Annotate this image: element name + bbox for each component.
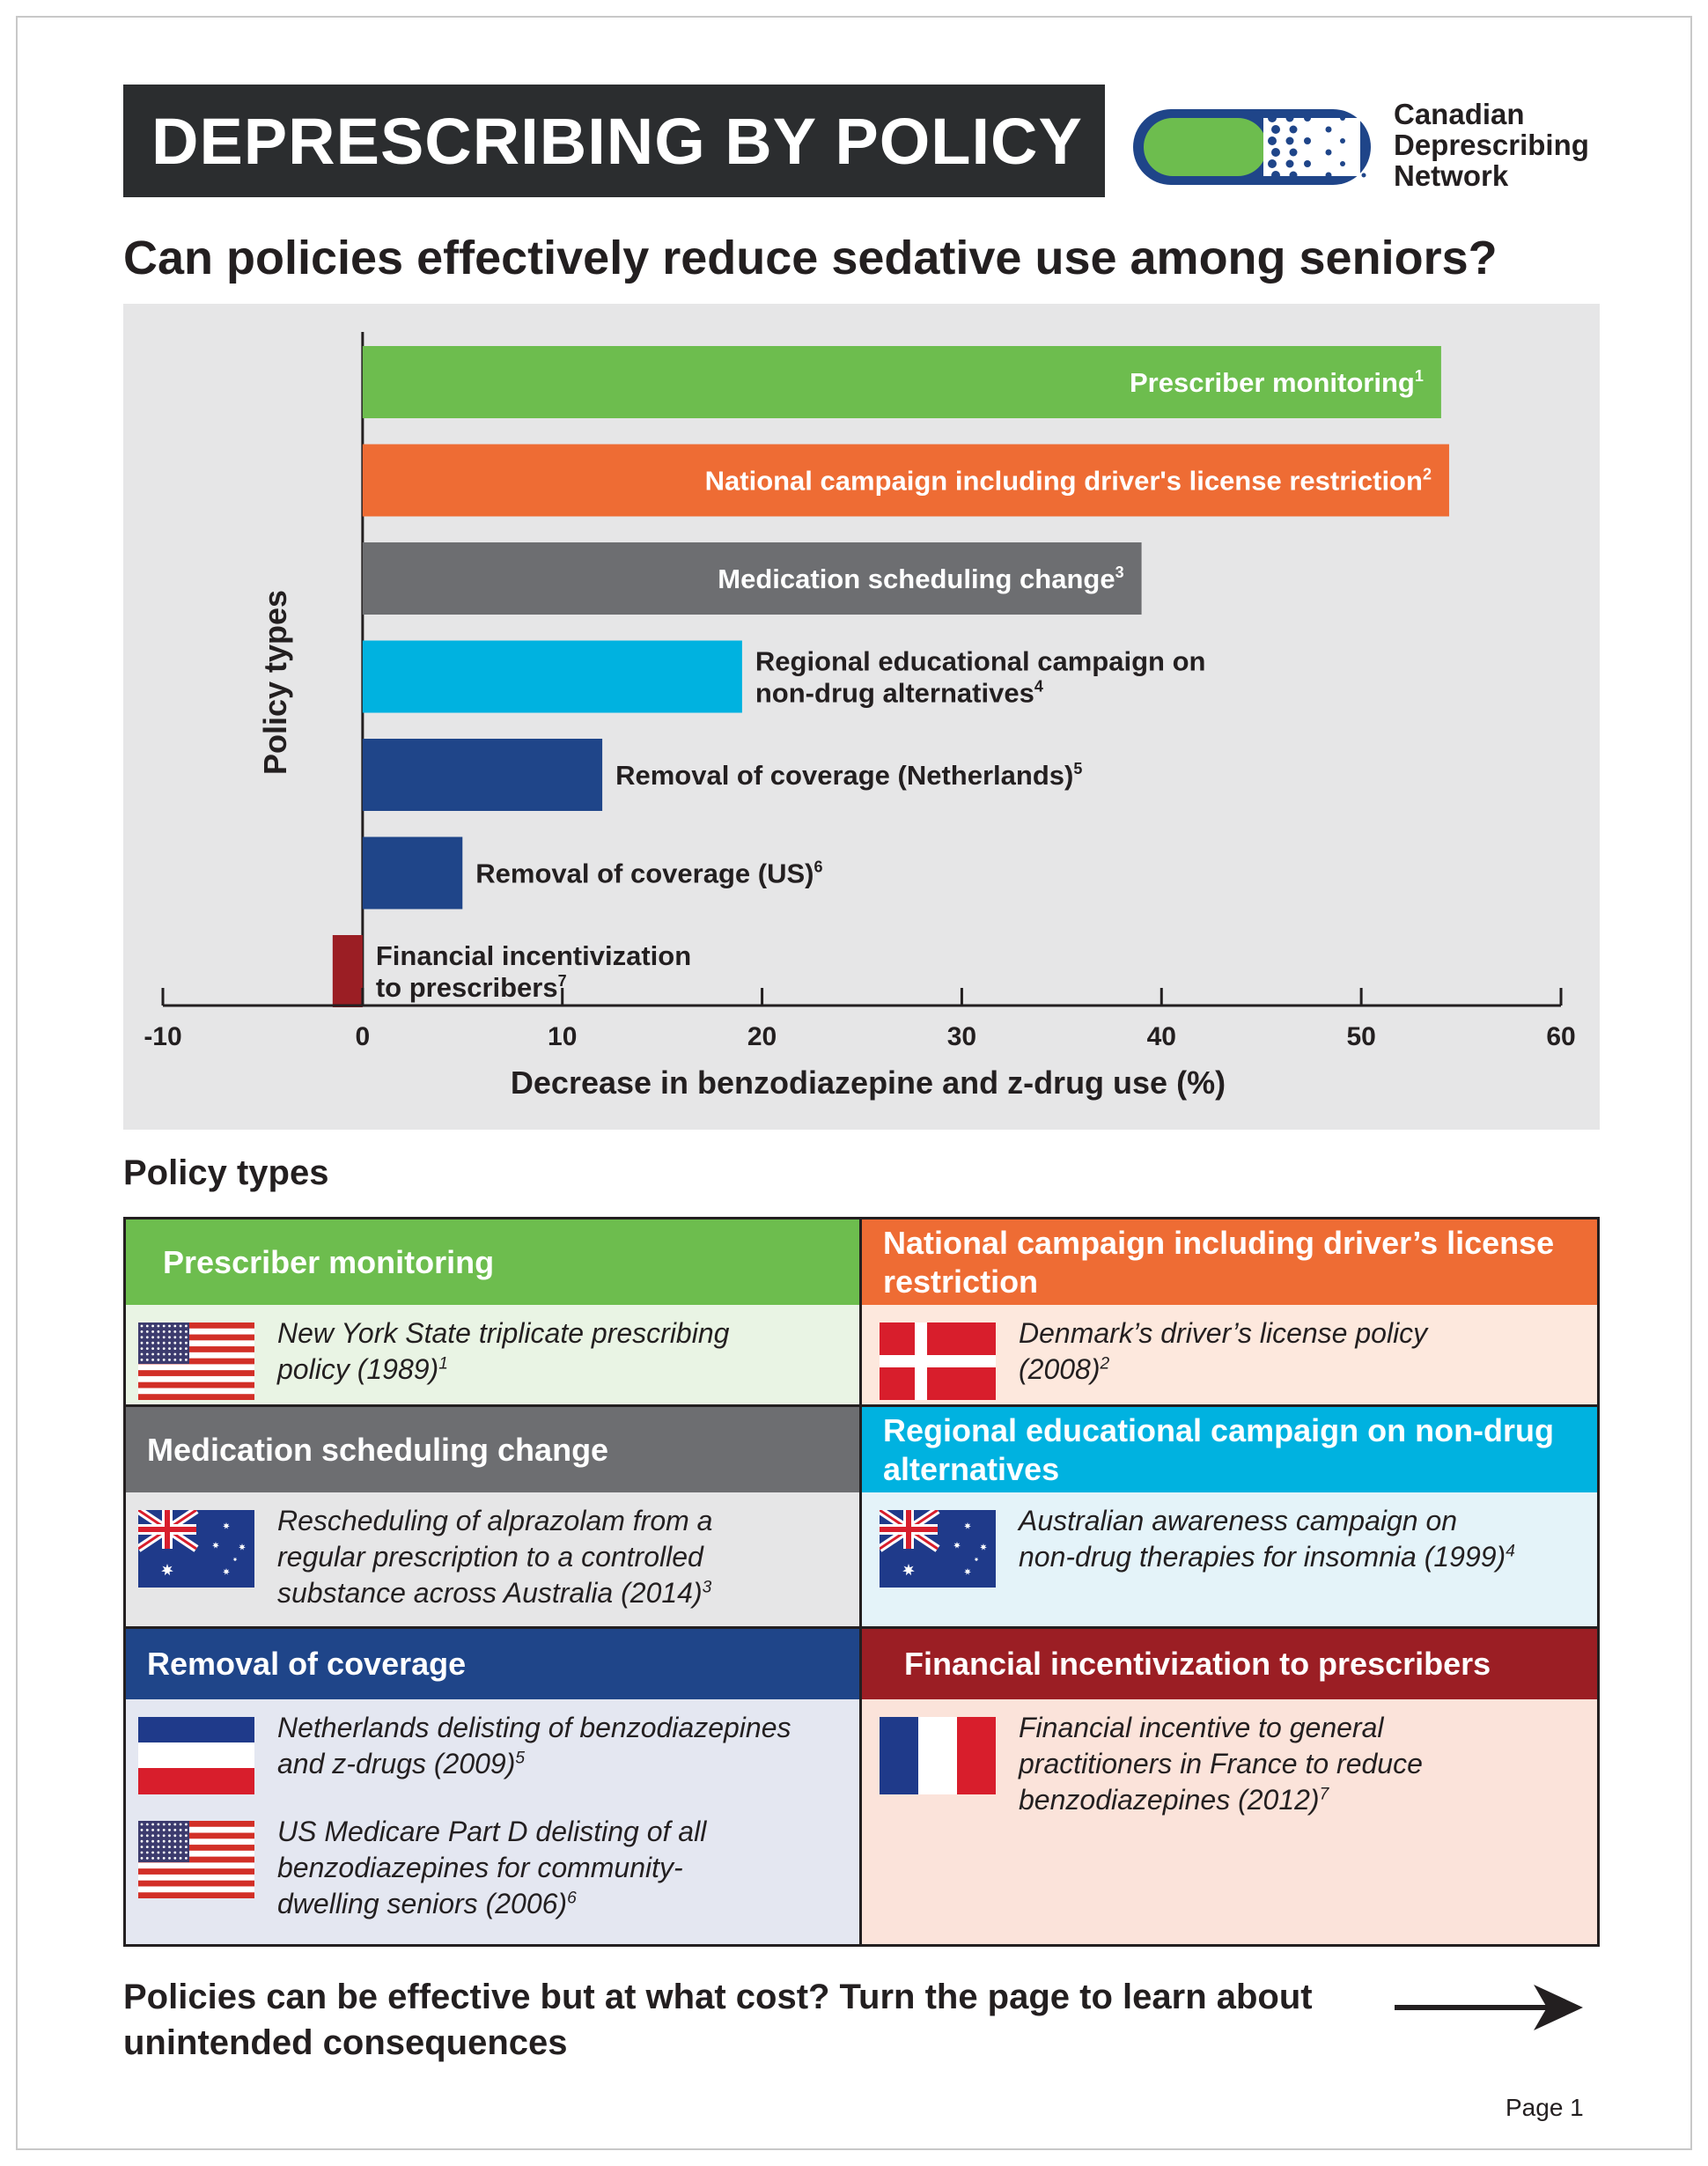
us-flag-icon [138,1322,254,1404]
page-title: DEPRESCRIBING BY POLICY [151,105,1083,178]
policy-example-line: Netherlands delisting of benzodiazepines [277,1712,791,1743]
x-tick-label: 60 [1546,1022,1575,1051]
x-tick-label: -10 [144,1022,181,1051]
policy-example-line: Rescheduling of alprazolam from a [277,1505,713,1536]
policy-cell-5: Removal of coverage Netherlands delisting… [126,1629,862,1944]
bar-label-4: non-drug alternatives4 [755,678,1043,709]
x-tick-label: 50 [1346,1022,1375,1051]
australia-flag-icon [877,1507,996,1592]
reference-number: 3 [702,1578,712,1597]
policy-cell-6: Financial incentivization to prescribers… [862,1629,1597,1944]
bar-4 [362,640,742,713]
policy-cell-title: Regional educational campaign on non-dru… [862,1407,1597,1492]
bar-6 [362,836,463,910]
us-flag-icon [138,1821,254,1903]
bar-label-6: Removal of coverage (US)6 [475,858,822,889]
bar-3 [362,542,1142,615]
policy-cell-1: Prescriber monitoring New York State trip… [126,1219,862,1407]
logo-line-1: Canadian [1394,98,1525,130]
policy-cell-title: Removal of coverage [126,1629,859,1699]
x-tick-label: 10 [548,1022,577,1051]
policy-example: New York State triplicate prescribing pol… [126,1317,859,1418]
arrow-right-icon [1395,1985,1583,2030]
x-tick-label: 40 [1147,1022,1176,1051]
reference-number: 6 [567,1889,577,1908]
bar-label-1: Prescriber monitoring1 [1130,367,1424,398]
policy-cell-title: Medication scheduling change [126,1407,859,1492]
logo-wordmark: Canadian Deprescribing Network [1394,99,1589,191]
policy-example-line: and z-drugs (2009)5 [277,1748,526,1779]
policy-example: Denmark’s driver’s license policy (2008)2 [862,1317,1597,1418]
policy-example-text: Netherlands delisting of benzodiazepines… [277,1710,791,1782]
policy-example-text: Denmark’s driver’s license policy (2008)2 [1019,1315,1427,1388]
y-axis-title: Policy types [257,590,293,775]
policy-example-text: Financial incentive to general practition… [1019,1710,1423,1818]
policy-example-text: Rescheduling of alprazolam from a regular… [277,1503,712,1611]
bar-2 [362,444,1449,517]
policy-example-line: policy (1989)1 [277,1353,448,1385]
policy-example-line: Australian awareness campaign on [1019,1505,1458,1536]
bar-label-3: Medication scheduling change3 [718,564,1123,594]
policy-example-line: US Medicare Part D delisting of all [277,1816,707,1847]
bar-5 [362,739,603,811]
reference-number: 5 [515,1749,526,1768]
policy-example-text: New York State triplicate prescribing pol… [277,1315,729,1388]
reference-number: 7 [1319,1785,1329,1804]
france-flag-icon [880,1717,996,1799]
bar-label-7: to prescribers7 [376,972,567,1003]
logo-line-2: Deprescribing [1394,129,1589,161]
reference-number: 1 [438,1354,448,1374]
policy-example: Australian awareness campaign on non-drug… [862,1505,1597,1605]
bar-label-5: Removal of coverage (Netherlands)5 [615,760,1082,791]
bar-label-4: Regional educational campaign on [755,646,1206,677]
policy-cell-3: Medication scheduling change Rescheduling… [126,1407,862,1629]
policy-cell-title: Prescriber monitoring [126,1219,859,1305]
page-subtitle: Can policies effectively reduce sedative… [123,232,1498,284]
policy-example: Rescheduling of alprazolam from a regular… [126,1505,859,1609]
policy-types-heading: Policy types [123,1153,329,1192]
pill-logo-icon [1133,109,1371,185]
logo-line-3: Network [1394,159,1509,192]
policy-example-line: practitioners in France to reduce [1019,1748,1423,1779]
policy-example: US Medicare Part D delisting of all benzo… [126,1816,859,1919]
policy-example-line: Financial incentive to general [1019,1712,1384,1743]
title-banner: DEPRESCRIBING BY POLICY [123,85,1105,197]
x-tick-label: 30 [947,1022,976,1051]
x-axis-title: Decrease in benzodiazepine and z-drug us… [511,1065,1226,1101]
policy-example-line: substance across Australia (2014)3 [277,1577,712,1609]
policy-types-table: Prescriber monitoring New York State trip… [123,1217,1600,1947]
bar-label-7: Financial incentivization [376,940,691,971]
reference-number: 2 [1100,1354,1110,1374]
policy-example-line: (2008)2 [1019,1353,1110,1385]
policy-example-line: benzodiazepines for community- [277,1852,683,1883]
policy-example-line: dwelling seniors (2006)6 [277,1888,577,1919]
footer-message: Policies can be effective but at what co… [123,1978,1313,2062]
chart-panel [123,304,1600,1130]
policy-example-line: New York State triplicate prescribing [277,1317,730,1349]
policy-cell-4: Regional educational campaign on non-dru… [862,1407,1597,1629]
x-tick-label: 0 [356,1022,371,1051]
x-tick-label: 20 [747,1022,777,1051]
bar-1 [362,346,1441,418]
bar-chart: Prescriber monitoring1 National campaign … [144,332,1576,1101]
page-number: Page 1 [1506,2094,1584,2121]
australia-flag-icon [136,1507,254,1592]
policy-example-line: regular prescription to a controlled [277,1541,703,1573]
reference-number: 4 [1506,1542,1515,1561]
bar-7 [332,935,363,1007]
policy-example: Financial incentive to general practition… [862,1712,1597,1816]
policy-example-text: Australian awareness campaign on non-drug… [1019,1503,1515,1575]
policy-example-text: US Medicare Part D delisting of all benzo… [277,1814,706,1922]
denmark-flag-icon [880,1322,996,1404]
policy-example: Netherlands delisting of benzodiazepines… [126,1712,859,1812]
policy-cell-2: National campaign including driver’s lic… [862,1219,1597,1407]
netherlands-flag-icon [138,1717,254,1799]
policy-example-line: benzodiazepines (2012)7 [1019,1784,1329,1816]
bar-label-2: National campaign including driver's lic… [705,466,1432,497]
policy-example-line: Denmark’s driver’s license policy [1019,1317,1428,1349]
policy-cell-title: Financial incentivization to prescribers [862,1629,1597,1699]
policy-example-line: non-drug therapies for insomnia (1999)4 [1019,1541,1515,1573]
policy-cell-title: National campaign including driver’s lic… [862,1219,1597,1305]
